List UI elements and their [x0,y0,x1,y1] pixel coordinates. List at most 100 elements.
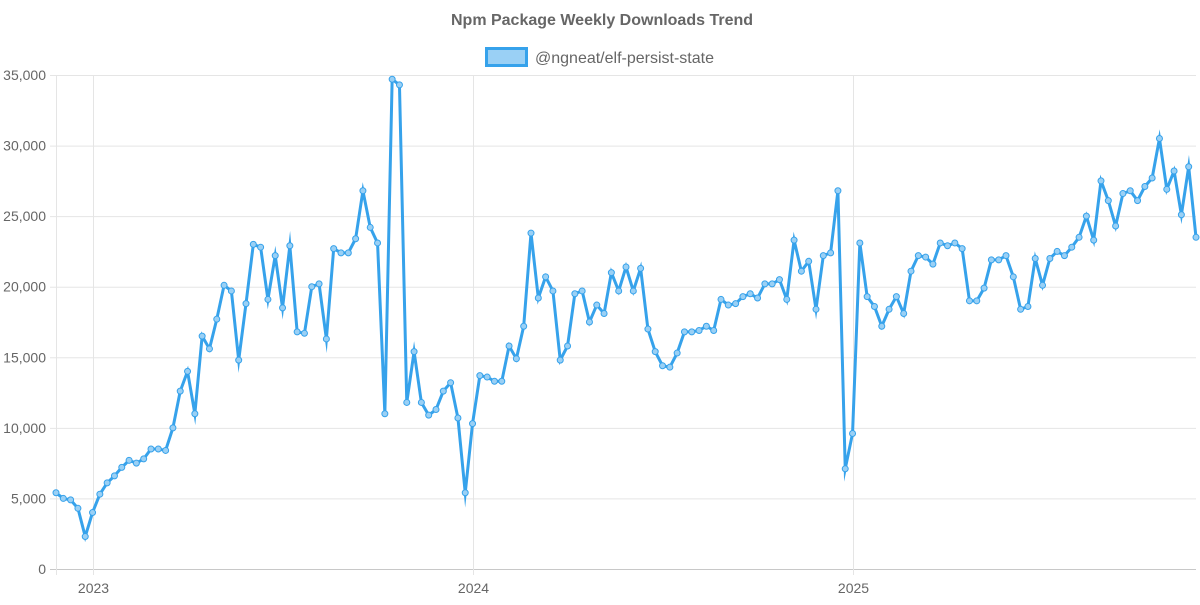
data-point [973,297,981,305]
data-point [359,187,367,195]
data-point [132,459,140,467]
data-point [220,281,228,289]
data-point [724,301,732,309]
data-point [205,345,213,353]
data-point [900,310,908,318]
data-point [834,187,842,195]
data-point [176,387,184,395]
y-tick-label: 5,000 [11,490,46,506]
x-tick-label: 2024 [458,580,489,596]
data-point [659,362,667,370]
data-point [110,472,118,480]
data-point [958,245,966,253]
data-point [1163,185,1171,193]
legend-label: @ngneat/elf-persist-state [535,50,714,67]
data-point [461,489,469,497]
data-point [213,315,221,323]
data-point [1082,212,1090,220]
data-point [717,295,725,303]
data-point [1053,247,1061,255]
data-point [922,253,930,261]
data-point [987,256,995,264]
x-tick-label: 2025 [838,580,869,596]
data-point [1017,305,1025,313]
data-point [337,249,345,257]
data-point [1024,302,1032,310]
data-point [775,276,783,284]
data-point [410,348,418,356]
data-point [885,305,893,313]
data-point [951,239,959,247]
data-point [783,295,791,303]
points-layer [52,75,1200,541]
data-point [754,294,762,302]
data-point [1185,163,1193,171]
data-point [498,377,506,385]
data-point [812,305,820,313]
data-point [52,489,60,497]
data-point [878,322,886,330]
data-point [637,264,645,272]
data-point [1112,222,1120,230]
data-point [366,223,374,231]
data-point [520,322,528,330]
data-point [571,290,579,298]
data-point [1170,167,1178,175]
data-point [403,398,411,406]
data-point [1119,190,1127,198]
data-point [607,269,615,277]
data-point [322,335,330,343]
data-point [1075,233,1083,241]
grid [50,75,1196,575]
data-point [856,239,864,247]
data-point [944,242,952,250]
legend[interactable]: @ngneat/elf-persist-state [485,47,715,68]
data-point [542,273,550,281]
data-point [790,236,798,244]
data-point [914,252,922,260]
data-point [695,326,703,334]
data-point [249,240,257,248]
data-point [702,322,710,330]
data-point [768,280,776,288]
data-point [805,257,813,265]
data-point [1148,174,1156,182]
data-point [1104,197,1112,205]
data-point [1046,254,1054,262]
data-point [242,300,250,308]
data-point [490,377,498,385]
data-point [1060,252,1068,260]
y-tick-label: 20,000 [3,279,46,295]
data-point [235,356,243,364]
y-tick-label: 10,000 [3,420,46,436]
data-point [59,494,67,502]
data-point [564,342,572,350]
data-point [761,280,769,288]
data-point [797,267,805,275]
data-point [666,363,674,371]
data-point [169,424,177,432]
y-tick-label: 30,000 [3,138,46,154]
data-point [374,239,382,247]
data-point [505,342,513,350]
data-point [907,267,915,275]
data-point [279,304,287,312]
data-point [432,406,440,414]
data-point [330,245,338,253]
data-point [936,239,944,247]
data-point [578,287,586,295]
data-point [819,252,827,260]
data-point [191,410,199,418]
data-point [710,326,718,334]
data-point [651,348,659,356]
data-point [1126,187,1134,195]
data-point [147,445,155,453]
chart-title: Npm Package Weekly Downloads Trend [451,12,753,29]
data-point [118,463,126,471]
data-point [439,387,447,395]
data-point [1177,211,1185,219]
data-point [198,332,206,340]
y-tick-label: 25,000 [3,208,46,224]
data-point [264,295,272,303]
data-point [1031,254,1039,262]
